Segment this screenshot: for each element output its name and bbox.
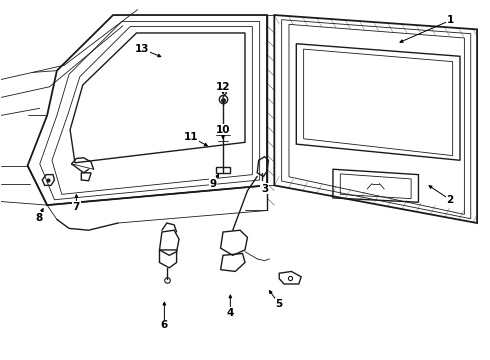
Text: 11: 11 <box>184 132 198 142</box>
Text: 1: 1 <box>446 15 454 26</box>
Text: 3: 3 <box>261 184 268 194</box>
Text: 6: 6 <box>161 320 168 330</box>
Text: 5: 5 <box>275 299 283 309</box>
Text: 2: 2 <box>446 195 454 205</box>
Text: 7: 7 <box>73 202 80 212</box>
Text: 10: 10 <box>216 125 230 135</box>
Text: 8: 8 <box>35 213 43 222</box>
Text: 12: 12 <box>216 82 230 92</box>
Text: 9: 9 <box>210 179 217 189</box>
Text: 4: 4 <box>227 308 234 318</box>
Text: 13: 13 <box>135 44 149 54</box>
